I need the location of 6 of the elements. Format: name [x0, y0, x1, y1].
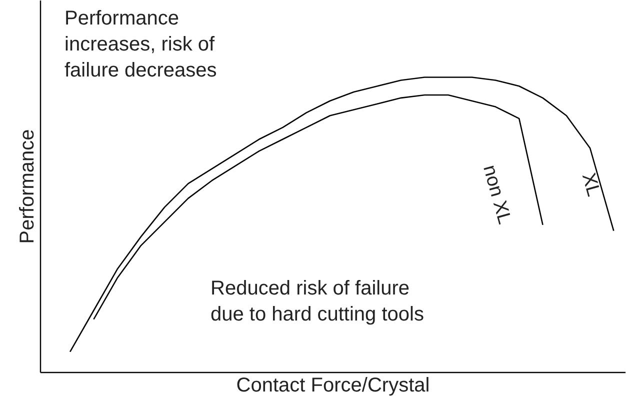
x-axis-title: Contact Force/Crystal	[236, 374, 430, 396]
annotation: Performance increases, risk of failure decreases	[64, 8, 217, 82]
y-axis-title: Performance	[16, 129, 38, 244]
text: XL	[577, 170, 604, 199]
text: non XL	[478, 162, 515, 227]
annotation: Reduced risk of failure due to hard cutting tools	[210, 278, 424, 326]
